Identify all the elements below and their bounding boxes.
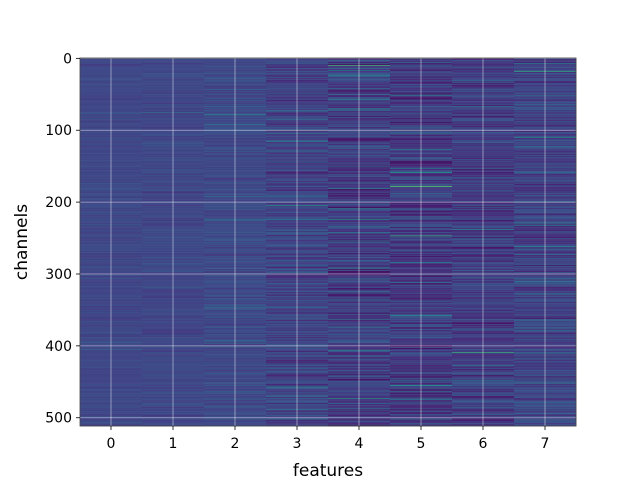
plot-frame (79, 57, 577, 427)
y-tick-label: 300 (45, 267, 72, 283)
x-tick-label: 3 (293, 436, 302, 452)
grid-lines (80, 57, 576, 426)
x-tick-label: 0 (107, 436, 116, 452)
y-tick-label: 100 (45, 123, 72, 139)
x-tick-label: 4 (355, 436, 364, 452)
y-tick-label: 500 (45, 411, 72, 427)
y-axis-ticks: 0 100 200 300 400 500 (45, 51, 80, 427)
x-tick-label: 2 (231, 436, 240, 452)
y-tick-label: 400 (45, 339, 72, 355)
y-axis-label: channels (12, 204, 32, 280)
x-tick-label: 7 (541, 436, 550, 452)
x-axis-label: features (293, 461, 363, 480)
x-tick-label: 1 (169, 436, 178, 452)
x-axis-ticks: 0 1 2 3 4 5 6 7 (107, 426, 550, 452)
y-tick-label: 0 (63, 51, 72, 67)
y-tick-label: 200 (45, 195, 72, 211)
heatmap-cells (80, 58, 577, 427)
x-tick-label: 6 (479, 436, 488, 452)
x-tick-label: 5 (417, 436, 426, 452)
